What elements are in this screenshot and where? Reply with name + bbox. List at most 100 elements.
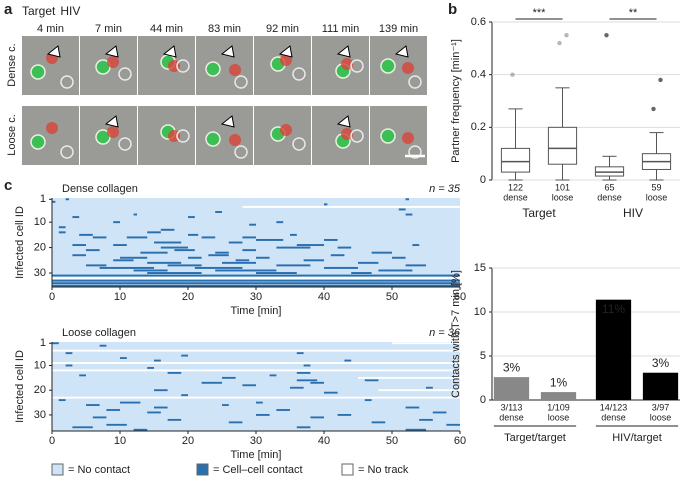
contact-interval xyxy=(426,386,433,389)
contact-interval xyxy=(405,198,409,201)
contact-interval xyxy=(52,342,59,345)
contact-interval xyxy=(160,246,188,249)
contact-interval xyxy=(106,423,127,426)
legend-swatch xyxy=(196,463,209,476)
contact-interval xyxy=(364,399,372,402)
contact-interval xyxy=(256,401,263,404)
cell xyxy=(341,128,353,140)
cell xyxy=(402,132,414,144)
count-label: dense xyxy=(601,412,626,422)
contact-interval xyxy=(296,426,311,429)
contact-interval xyxy=(133,428,148,431)
time-label: 139 min xyxy=(379,23,418,35)
contact-interval xyxy=(276,221,284,224)
no-track-interval xyxy=(242,205,460,208)
contact-interval xyxy=(215,251,229,254)
cell xyxy=(60,75,74,89)
contact-interval xyxy=(99,344,107,347)
micrograph xyxy=(370,36,427,95)
contact-interval xyxy=(120,357,127,360)
contact-interval xyxy=(154,241,182,244)
y-tick-label: 10 xyxy=(474,306,486,318)
y-axis-label: Infected cell ID xyxy=(14,206,26,279)
chart-title: Loose collagen xyxy=(62,327,136,339)
contact-interval xyxy=(446,423,460,426)
contact-interval xyxy=(222,261,256,264)
outlier xyxy=(658,77,663,83)
cell xyxy=(280,54,292,66)
contact-interval xyxy=(398,208,406,211)
cell xyxy=(408,145,422,159)
contact-interval xyxy=(181,354,188,357)
contact-interval xyxy=(79,233,93,236)
value-label: 1% xyxy=(550,375,568,389)
legend-text: = No contact xyxy=(68,464,130,476)
value-label: 3% xyxy=(503,360,521,374)
cell xyxy=(30,134,46,150)
x-axis-label: Time [min] xyxy=(231,449,282,461)
contact-interval xyxy=(147,272,202,274)
contact-interval xyxy=(174,249,195,252)
x-tick-label: 10 xyxy=(114,435,126,447)
contact-interval xyxy=(296,352,304,355)
cell xyxy=(30,64,46,80)
contact-interval xyxy=(310,381,324,384)
group-label: HIV xyxy=(623,206,643,220)
cell xyxy=(350,59,364,73)
contact-interval xyxy=(52,200,56,203)
contact-interval xyxy=(52,279,460,282)
contact-interval xyxy=(351,272,372,274)
contact-interval xyxy=(215,211,222,213)
cell xyxy=(229,134,241,146)
arrowhead xyxy=(104,115,119,128)
cell xyxy=(118,137,132,151)
time-label: 92 min xyxy=(266,23,299,35)
contact-interval xyxy=(222,404,229,406)
contact-interval xyxy=(58,231,66,234)
y-tick-label: 5 xyxy=(480,350,486,362)
contact-interval xyxy=(188,233,199,236)
value-label: 3% xyxy=(652,356,670,370)
contact-interval xyxy=(181,394,188,397)
x-tick-label: 40 xyxy=(318,291,330,303)
contact-interval xyxy=(79,374,86,377)
cell xyxy=(280,124,292,136)
count-label: 3/97 xyxy=(652,402,670,412)
contact-interval xyxy=(405,428,426,431)
y-axis-label: Partner frequency [min⁻¹] xyxy=(450,39,462,163)
contact-interval xyxy=(324,203,328,206)
x-tick-label: 30 xyxy=(250,435,262,447)
contact-interval xyxy=(378,269,413,272)
contact-interval xyxy=(147,411,161,414)
contact-interval xyxy=(249,223,256,226)
contact-interval xyxy=(405,406,420,409)
contact-interval xyxy=(188,216,195,219)
contact-interval xyxy=(58,226,66,229)
bar xyxy=(540,392,577,400)
no-track-interval xyxy=(378,389,460,392)
micrograph xyxy=(22,36,79,95)
contact-interval xyxy=(154,406,168,409)
count-label: 122 xyxy=(508,182,523,192)
y-tick-label: 15 xyxy=(474,262,486,274)
contact-interval xyxy=(120,401,141,404)
cell xyxy=(107,126,119,138)
legend-swatch xyxy=(341,463,354,476)
no-track-interval xyxy=(392,342,460,345)
y-tick-label: 0.4 xyxy=(471,69,486,81)
y-tick-label: 0.6 xyxy=(471,16,486,28)
contact-interval xyxy=(92,416,107,419)
x-tick-label: 60 xyxy=(454,435,466,447)
cell xyxy=(234,145,248,159)
arrowhead xyxy=(336,45,351,58)
contact-interval xyxy=(65,352,73,355)
contact-interval xyxy=(235,259,250,262)
y-axis-label: Contacts with T>7 min [%] xyxy=(450,270,462,398)
contact-interval xyxy=(133,269,168,272)
cell xyxy=(205,61,221,77)
x-tick-label: 20 xyxy=(182,435,194,447)
cell xyxy=(229,64,241,76)
no-track-interval xyxy=(52,396,460,399)
cell xyxy=(380,128,396,144)
